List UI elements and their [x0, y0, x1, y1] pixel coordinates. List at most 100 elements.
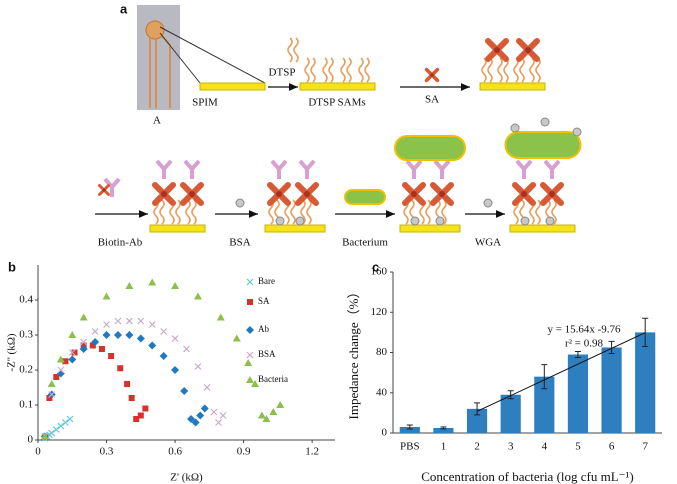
- streptavidin-core: [411, 191, 417, 197]
- data-point: [133, 416, 140, 422]
- data-point: [171, 366, 180, 374]
- y-tick-label: 160: [371, 266, 388, 278]
- data-point: [193, 292, 202, 300]
- streptavidin-core: [276, 191, 282, 197]
- legend-label: Bare: [258, 276, 275, 286]
- step-label: SA: [425, 94, 439, 106]
- bar: [399, 426, 420, 433]
- error-bar: [608, 340, 615, 355]
- data-point: [48, 429, 56, 437]
- legend-marker: [246, 278, 254, 286]
- antibody: [103, 177, 121, 197]
- dtsp-linker: [322, 57, 334, 83]
- y-tick-label: 40: [376, 386, 388, 398]
- x-tick-label: 1.2: [305, 446, 319, 458]
- bar: [567, 354, 589, 433]
- x-tick-label: 0.9: [237, 446, 251, 458]
- legend-label: BSA: [258, 349, 276, 359]
- data-point: [108, 353, 115, 359]
- bar: [500, 394, 521, 433]
- legend-label: Ab: [258, 324, 269, 334]
- y-axis-title: -Z'' (kΩ): [6, 333, 18, 371]
- legend-marker: [246, 376, 254, 383]
- gold-layer: [264, 224, 326, 233]
- data-point: [187, 415, 196, 423]
- panel-label: b: [8, 259, 16, 274]
- data-point: [124, 381, 131, 387]
- sphere: [520, 216, 530, 226]
- sphere: [295, 216, 305, 226]
- data-point: [46, 395, 53, 401]
- data-point: [180, 387, 189, 395]
- dtsp-linker: [529, 57, 541, 83]
- data-point: [125, 331, 134, 339]
- data-point: [91, 328, 99, 335]
- y-axis-title: Impedance change（%）: [346, 286, 361, 420]
- y-tick-label: 0: [382, 427, 388, 439]
- bacterium: [344, 189, 386, 205]
- x-tick-label: 2: [474, 441, 480, 453]
- annotation: r² = 0.98: [565, 338, 603, 350]
- sphere: [483, 198, 493, 208]
- data-point: [200, 404, 209, 413]
- sphere: [540, 117, 550, 127]
- data-point: [62, 358, 69, 365]
- data-point: [57, 366, 65, 374]
- data-point: [219, 412, 227, 419]
- streptavidin-core: [494, 47, 500, 53]
- sphere: [572, 127, 582, 137]
- streptavidin-core: [161, 191, 167, 197]
- streptavidin-core: [521, 191, 527, 197]
- bar: [601, 347, 622, 433]
- data-point: [79, 345, 88, 353]
- error-bar: [574, 350, 581, 359]
- legend-label: SA: [258, 296, 270, 306]
- bar: [433, 427, 454, 433]
- y-tick-label: 80: [376, 346, 388, 358]
- streptavidin-core: [102, 188, 106, 192]
- data-point: [196, 411, 205, 420]
- legend-label: Bacteria: [258, 374, 288, 384]
- x-tick-label: 0.3: [100, 446, 114, 458]
- streptavidin-core: [525, 47, 531, 53]
- data-point: [160, 328, 168, 335]
- data-point: [66, 415, 74, 423]
- data-point: [183, 345, 190, 353]
- annotation: y = 15.64x -9.76: [547, 324, 621, 336]
- data-point: [56, 355, 65, 363]
- dtsp-linker: [513, 57, 525, 83]
- step-label: BSA: [229, 237, 250, 249]
- step-label: SPIM: [192, 97, 218, 109]
- x-axis-title: Concentration of bacteria (log cfu mL⁻¹): [421, 469, 634, 484]
- data-point: [244, 359, 253, 366]
- photo-label: A: [153, 115, 161, 127]
- data-point: [61, 419, 69, 426]
- x-axis-title: Z' (kΩ): [170, 472, 203, 484]
- data-point: [57, 422, 65, 430]
- dtsp-linker: [287, 37, 299, 63]
- data-point: [79, 313, 88, 321]
- data-point: [102, 331, 111, 339]
- error-bar: [642, 317, 649, 347]
- antibody: [405, 159, 423, 179]
- data-point: [203, 384, 211, 391]
- data-point: [128, 395, 135, 401]
- gold-layer: [479, 82, 546, 91]
- legend-marker: [247, 299, 253, 305]
- antibody: [515, 159, 533, 179]
- data-point: [40, 432, 49, 440]
- data-point: [136, 334, 145, 343]
- data-point: [137, 412, 144, 419]
- data-point: [215, 419, 222, 426]
- panel-label: a: [120, 1, 128, 16]
- antibody: [155, 159, 173, 179]
- step-label: WGA: [475, 237, 501, 249]
- data-point: [71, 349, 78, 356]
- data-point: [52, 426, 60, 433]
- sphere: [435, 216, 445, 226]
- data-point: [194, 363, 202, 370]
- x-tick-label: 0: [35, 446, 41, 458]
- antibody: [298, 159, 316, 179]
- data-point: [159, 352, 168, 360]
